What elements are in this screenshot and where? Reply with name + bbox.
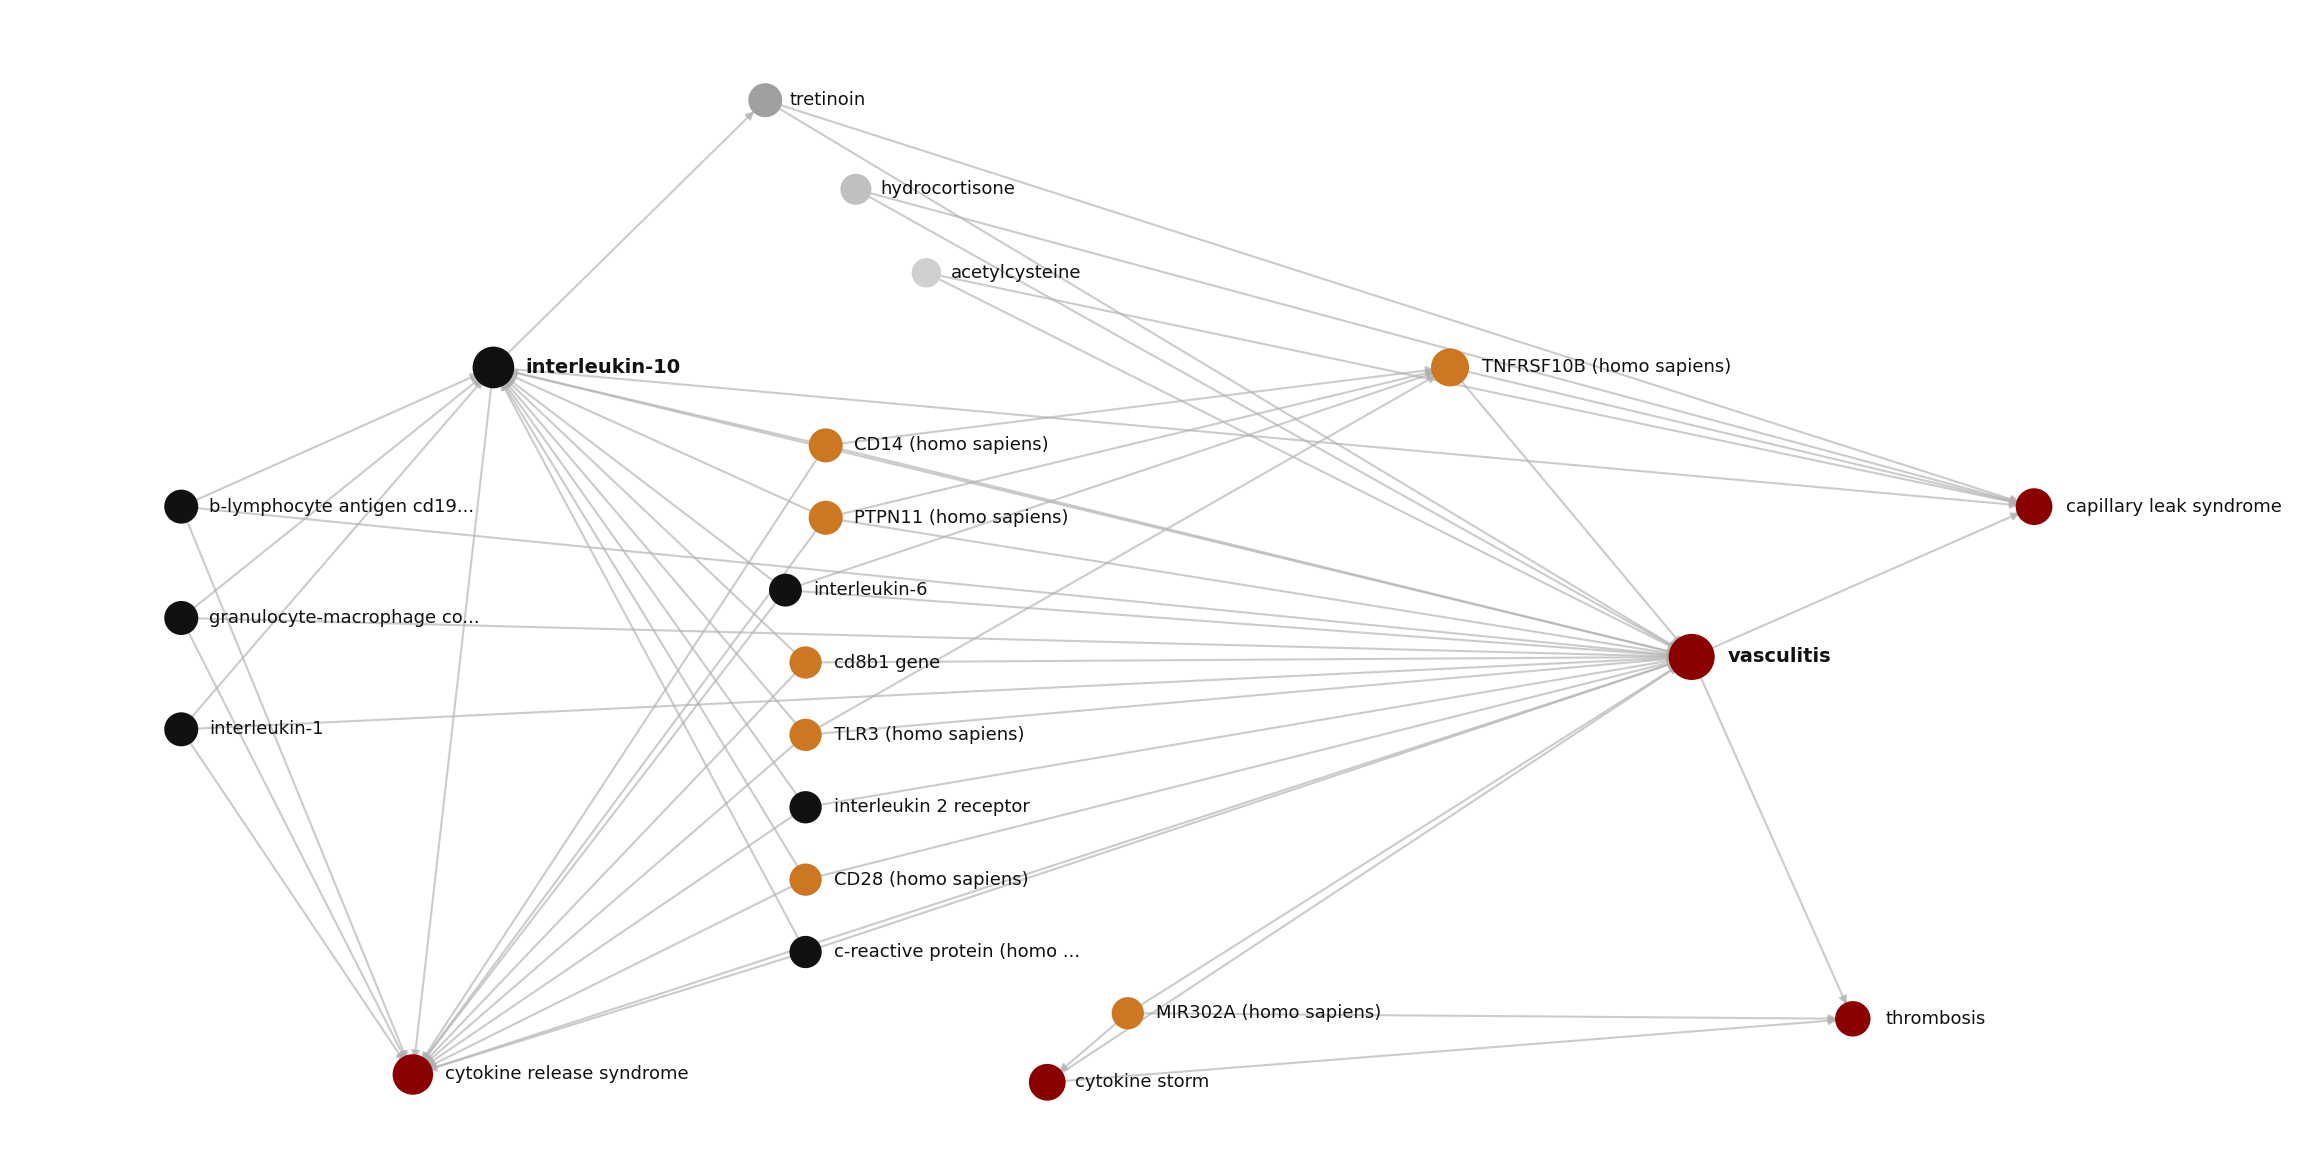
Text: granulocyte-macrophage co...: granulocyte-macrophage co... (208, 609, 479, 626)
Point (475, 358, 512, 376)
Text: tretinoin: tretinoin (790, 91, 866, 109)
Text: thrombosis: thrombosis (1885, 1010, 1985, 1028)
Text: c-reactive protein (homo ...: c-reactive protein (homo ... (834, 943, 1079, 961)
Point (2015, 498, 2052, 516)
Point (1834, 1010, 1871, 1028)
Text: vasculitis: vasculitis (1728, 647, 1832, 667)
Point (787, 726, 824, 745)
Text: acetylcysteine: acetylcysteine (950, 264, 1082, 281)
Point (1672, 647, 1709, 666)
Point (808, 508, 845, 527)
Text: b-lymphocyte antigen cd19...: b-lymphocyte antigen cd19... (208, 498, 475, 515)
Text: hydrocortisone: hydrocortisone (880, 181, 1014, 198)
Point (787, 653, 824, 672)
Point (1431, 358, 1468, 376)
Point (838, 179, 875, 198)
Point (787, 943, 824, 961)
Text: PTPN11 (homo sapiens): PTPN11 (homo sapiens) (855, 508, 1068, 527)
Text: cytokine storm: cytokine storm (1075, 1073, 1209, 1091)
Point (908, 264, 945, 283)
Text: interleukin-6: interleukin-6 (813, 581, 929, 599)
Point (394, 1065, 431, 1084)
Text: MIR302A (homo sapiens): MIR302A (homo sapiens) (1156, 1004, 1380, 1023)
Point (808, 437, 845, 455)
Point (787, 798, 824, 816)
Text: interleukin-10: interleukin-10 (526, 358, 681, 378)
Point (746, 91, 783, 110)
Text: interleukin 2 receptor: interleukin 2 receptor (834, 798, 1031, 816)
Text: CD14 (homo sapiens): CD14 (homo sapiens) (855, 437, 1049, 454)
Point (1028, 1073, 1065, 1092)
Text: TNFRSF10B (homo sapiens): TNFRSF10B (homo sapiens) (1482, 359, 1732, 376)
Text: TLR3 (homo sapiens): TLR3 (homo sapiens) (834, 726, 1024, 743)
Point (162, 720, 199, 739)
Text: capillary leak syndrome: capillary leak syndrome (2066, 498, 2281, 515)
Text: cytokine release syndrome: cytokine release syndrome (445, 1065, 688, 1084)
Point (787, 871, 824, 889)
Point (162, 609, 199, 628)
Text: interleukin-1: interleukin-1 (208, 720, 324, 739)
Point (162, 498, 199, 516)
Text: cd8b1 gene: cd8b1 gene (834, 653, 940, 672)
Point (767, 581, 804, 600)
Point (1109, 1004, 1146, 1023)
Text: CD28 (homo sapiens): CD28 (homo sapiens) (834, 871, 1028, 888)
